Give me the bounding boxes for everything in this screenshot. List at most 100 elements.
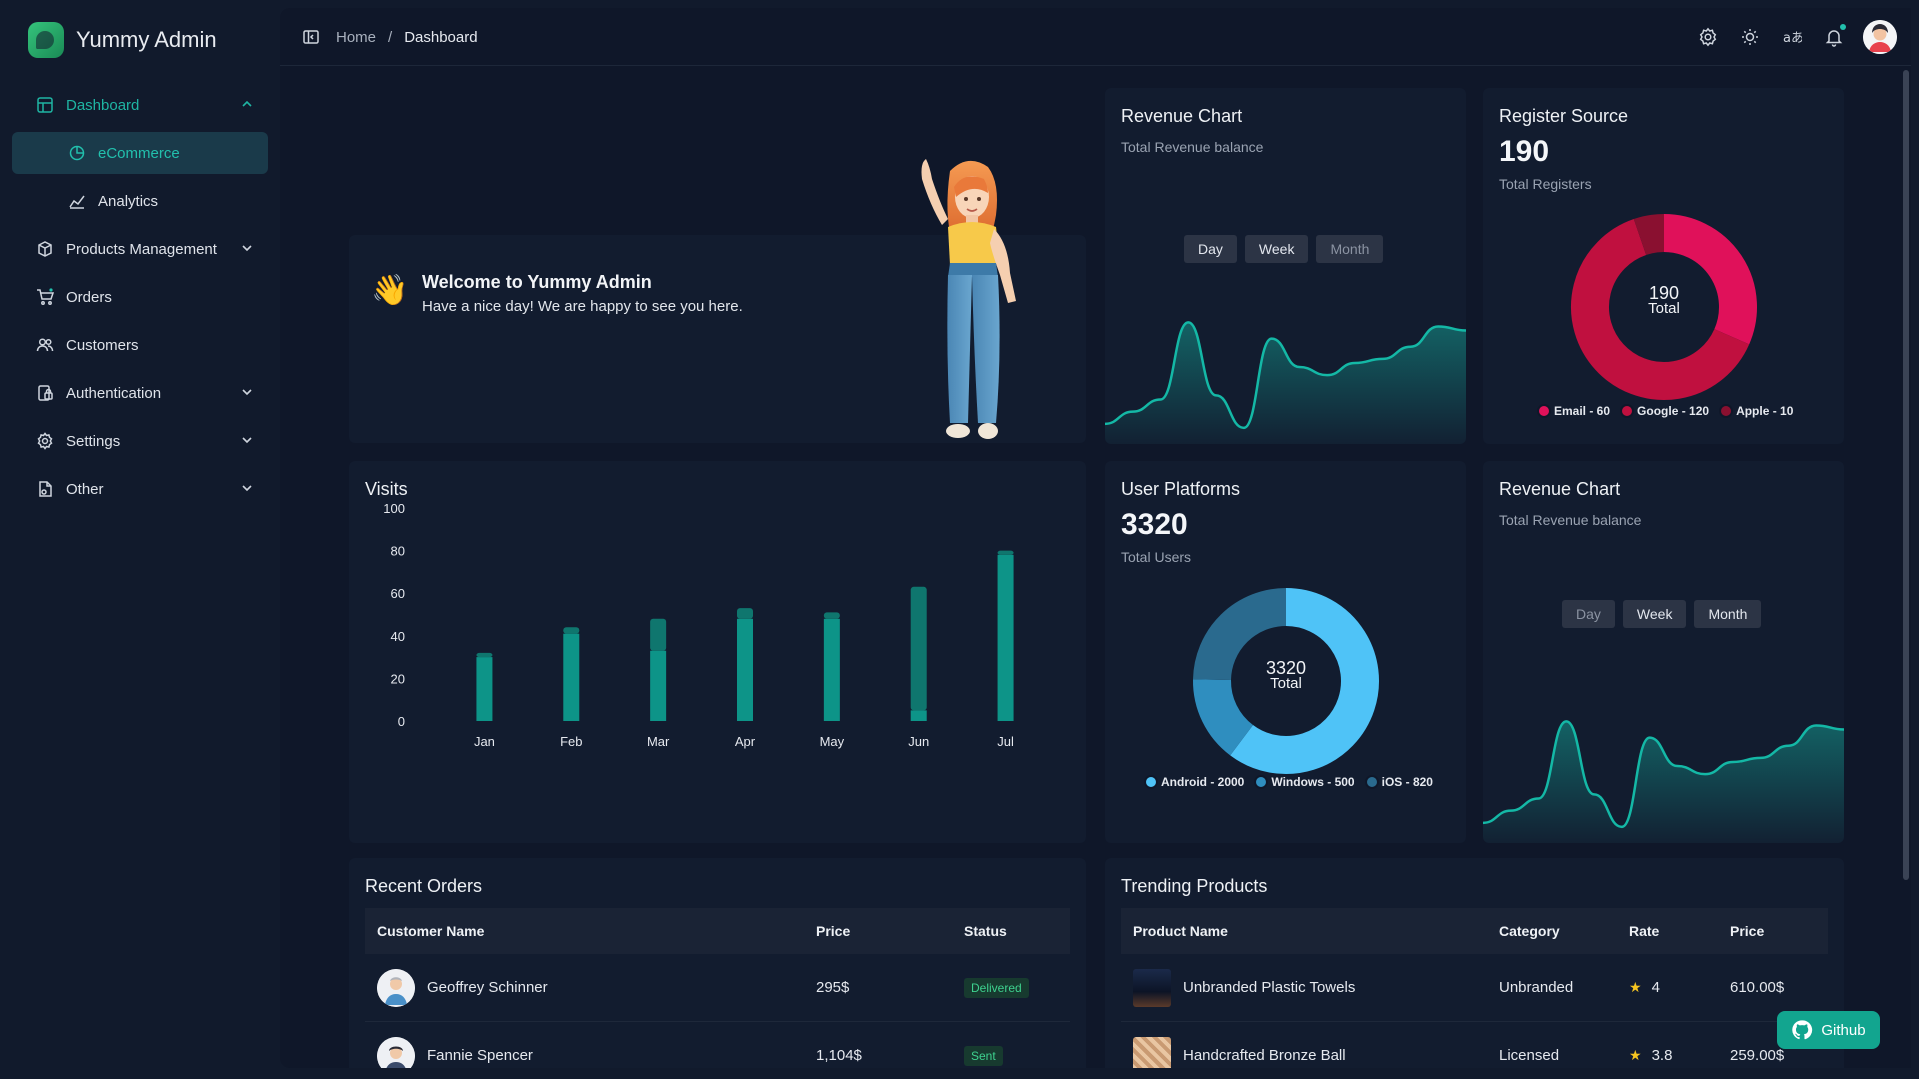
legend-item[interactable]: Apple - 10 bbox=[1719, 404, 1793, 418]
donut-slice[interactable] bbox=[1212, 680, 1242, 741]
legend-item[interactable]: Android - 2000 bbox=[1144, 775, 1244, 789]
sidebar-item-other[interactable]: Other bbox=[12, 468, 268, 510]
bar[interactable] bbox=[998, 551, 1014, 555]
brand[interactable]: Yummy Admin bbox=[28, 22, 217, 58]
column-header-price[interactable]: Price bbox=[816, 908, 964, 954]
legend-item[interactable]: iOS - 820 bbox=[1365, 775, 1433, 789]
auth-icon bbox=[36, 384, 54, 402]
sidebar-item-label: Authentication bbox=[66, 385, 161, 402]
table-row[interactable]: Geoffrey Schinner 295$ Delivered bbox=[365, 954, 1070, 1022]
sidebar-item-orders[interactable]: Orders bbox=[12, 276, 268, 318]
bar[interactable] bbox=[476, 653, 492, 657]
bar[interactable] bbox=[911, 587, 927, 711]
sidebar-item-label: eCommerce bbox=[98, 145, 180, 162]
column-header-status[interactable]: Status bbox=[964, 908, 1007, 954]
product-cell: Unbranded Plastic Towels bbox=[1121, 954, 1499, 1021]
sidebar-item-ecommerce[interactable]: eCommerce bbox=[12, 132, 268, 174]
column-header-customer[interactable]: Customer Name bbox=[365, 908, 816, 954]
bar[interactable] bbox=[650, 651, 666, 721]
legend-label: Windows - 500 bbox=[1271, 775, 1354, 789]
breadcrumb-current: Dashboard bbox=[404, 29, 477, 46]
bar[interactable] bbox=[476, 657, 492, 721]
top-actions: aあ bbox=[1677, 20, 1897, 54]
bar[interactable] bbox=[998, 555, 1014, 721]
sidebar-item-label: Other bbox=[66, 481, 104, 498]
brand-name: Yummy Admin bbox=[76, 27, 217, 53]
register-source-donut bbox=[1483, 88, 1844, 444]
status-badge: Sent bbox=[964, 1046, 1003, 1066]
sidebar-item-label: Settings bbox=[66, 433, 120, 450]
category-cell: Licensed bbox=[1499, 1022, 1629, 1068]
github-button[interactable]: Github bbox=[1777, 1011, 1880, 1049]
page-scrollbar[interactable] bbox=[1903, 70, 1909, 880]
chevron-down-icon bbox=[240, 241, 254, 255]
rate-cell: ★ 3.8 bbox=[1629, 1022, 1730, 1068]
legend-item[interactable]: Email - 60 bbox=[1537, 404, 1610, 418]
status-badge: Delivered bbox=[964, 978, 1029, 998]
customer-cell: Geoffrey Schinner bbox=[365, 954, 816, 1021]
sidebar-item-settings[interactable]: Settings bbox=[12, 420, 268, 462]
sidebar-item-label: Analytics bbox=[98, 193, 158, 210]
price-cell: 610.00$ bbox=[1730, 954, 1784, 1021]
welcome-title: Welcome to Yummy Admin bbox=[422, 272, 652, 293]
bar[interactable] bbox=[737, 608, 753, 619]
bar[interactable] bbox=[737, 619, 753, 721]
breadcrumb-home[interactable]: Home bbox=[336, 29, 376, 46]
rate-cell: ★ 4 bbox=[1629, 954, 1730, 1021]
user-avatar[interactable] bbox=[1863, 20, 1897, 54]
products-icon bbox=[36, 240, 54, 258]
table-row[interactable]: Unbranded Plastic Towels Unbranded ★ 4 61… bbox=[1121, 954, 1828, 1022]
sidebar-item-label: Customers bbox=[66, 337, 139, 354]
area-fill bbox=[1105, 322, 1466, 444]
sidebar-item-products-management[interactable]: Products Management bbox=[12, 228, 268, 270]
bar[interactable] bbox=[824, 619, 840, 721]
brand-logo-icon bbox=[28, 22, 64, 58]
legend-item[interactable]: Google - 120 bbox=[1620, 404, 1709, 418]
notification-dot bbox=[1840, 24, 1846, 30]
bar[interactable] bbox=[563, 634, 579, 721]
bar[interactable] bbox=[650, 619, 666, 651]
donut-slice[interactable] bbox=[1640, 233, 1664, 237]
breadcrumb-separator: / bbox=[388, 29, 392, 46]
column-header-price[interactable]: Price bbox=[1730, 908, 1764, 954]
sidebar-item-analytics[interactable]: Analytics bbox=[12, 180, 268, 222]
x-tick-label: Jan bbox=[474, 734, 495, 749]
revenue-chart-card-2: Revenue Chart Total Revenue balance Day … bbox=[1483, 461, 1844, 843]
table-row[interactable]: Handcrafted Bronze Ball Licensed ★ 3.8 25… bbox=[1121, 1022, 1828, 1068]
legend-swatch bbox=[1254, 775, 1268, 789]
x-tick-label: Jul bbox=[997, 734, 1014, 749]
legend-label: Apple - 10 bbox=[1736, 404, 1793, 418]
sidebar-item-customers[interactable]: Customers bbox=[12, 324, 268, 366]
product-thumbnail bbox=[1133, 1037, 1171, 1069]
rate-value: 3.8 bbox=[1652, 1047, 1673, 1064]
column-header-category[interactable]: Category bbox=[1499, 908, 1629, 954]
settings-gear-icon[interactable] bbox=[1697, 26, 1719, 48]
legend-item[interactable]: Windows - 500 bbox=[1254, 775, 1354, 789]
waving-girl-illustration bbox=[892, 153, 1042, 445]
sidebar-item-authentication[interactable]: Authentication bbox=[12, 372, 268, 414]
bar[interactable] bbox=[824, 612, 840, 618]
column-header-product[interactable]: Product Name bbox=[1121, 908, 1499, 954]
status-cell: Sent bbox=[964, 1022, 1003, 1068]
table-row[interactable]: Fannie Spencer 1,104$ Sent bbox=[365, 1022, 1070, 1068]
sidebar-toggle-icon[interactable] bbox=[302, 28, 320, 46]
donut-center-label: 3320 Total bbox=[1249, 660, 1323, 692]
sidebar: Yummy Admin Dashboard eCommerce Analytic… bbox=[0, 0, 280, 1079]
donut-center-value: 190 bbox=[1629, 285, 1699, 301]
bar[interactable] bbox=[911, 710, 927, 721]
customer-cell: Fannie Spencer bbox=[365, 1022, 816, 1068]
notification-bell-icon[interactable] bbox=[1823, 26, 1845, 48]
column-header-rate[interactable]: Rate bbox=[1629, 908, 1730, 954]
sidebar-item-dashboard[interactable]: Dashboard bbox=[12, 84, 268, 126]
bar[interactable] bbox=[563, 627, 579, 633]
register-source-card: Register Source 190 Total Registers 190 … bbox=[1483, 88, 1844, 444]
card-title: Trending Products bbox=[1121, 876, 1267, 897]
rate-value: 4 bbox=[1652, 979, 1660, 996]
language-icon[interactable]: aあ bbox=[1781, 26, 1803, 48]
github-icon bbox=[1791, 1019, 1813, 1041]
customer-name: Geoffrey Schinner bbox=[427, 979, 548, 996]
star-icon: ★ bbox=[1629, 1047, 1642, 1064]
product-name: Handcrafted Bronze Ball bbox=[1183, 1047, 1346, 1064]
theme-sun-icon[interactable] bbox=[1739, 26, 1761, 48]
x-tick-label: Jun bbox=[908, 734, 929, 749]
